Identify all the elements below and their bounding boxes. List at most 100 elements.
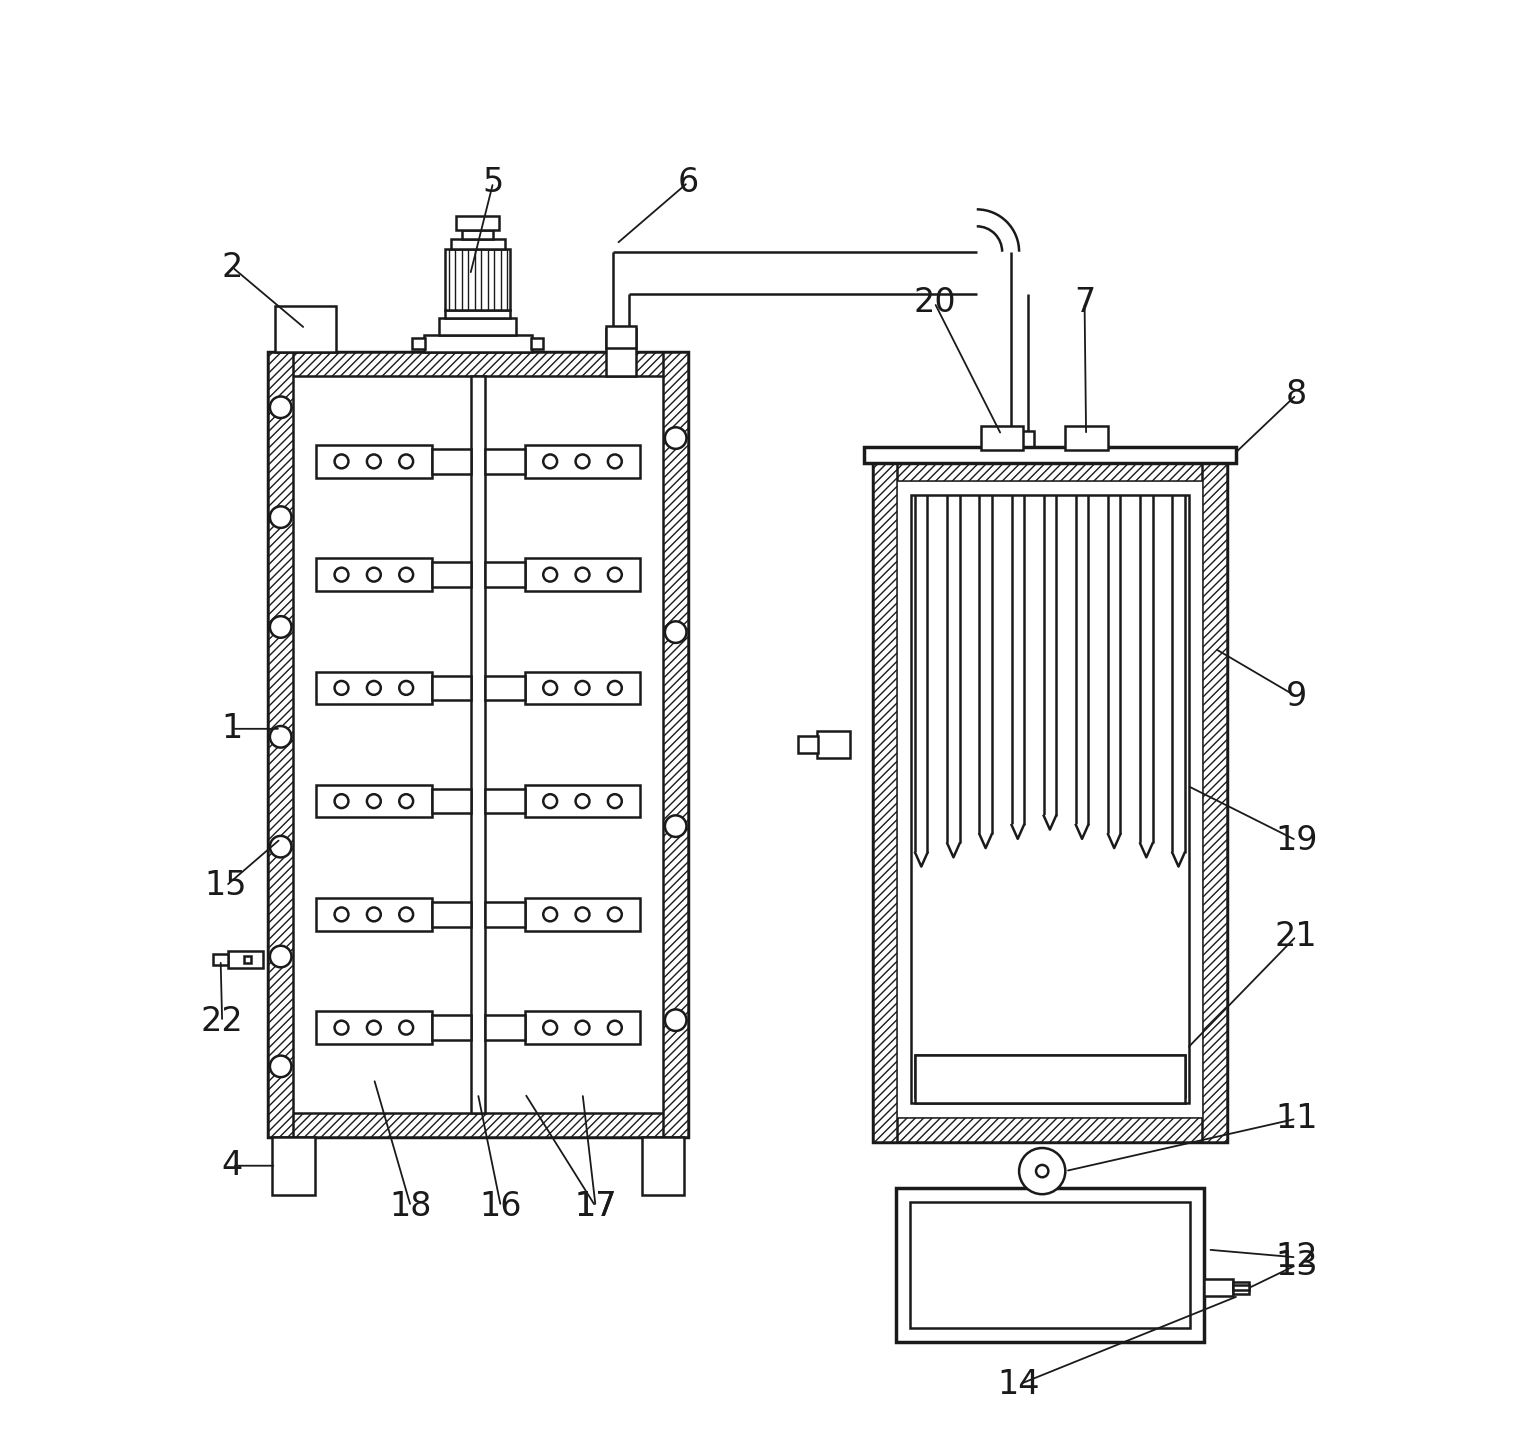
Bar — [462, 230, 493, 239]
Bar — [873, 1117, 1226, 1142]
Circle shape — [335, 1021, 349, 1035]
Polygon shape — [916, 853, 928, 866]
Text: 4: 4 — [222, 1149, 243, 1182]
Circle shape — [367, 454, 381, 469]
Polygon shape — [1108, 834, 1121, 847]
Circle shape — [576, 1021, 589, 1035]
Bar — [485, 562, 525, 587]
Bar — [446, 310, 510, 317]
Circle shape — [269, 396, 291, 418]
Bar — [525, 446, 640, 478]
Bar — [525, 559, 640, 591]
Bar — [798, 735, 818, 753]
Text: 16: 16 — [479, 1190, 522, 1223]
Bar — [446, 249, 510, 310]
Bar — [228, 951, 263, 968]
Bar — [663, 352, 687, 1137]
Circle shape — [335, 454, 349, 469]
Bar — [485, 448, 525, 473]
Bar — [873, 457, 1226, 1142]
Text: 17: 17 — [574, 1190, 617, 1223]
Bar — [1202, 457, 1226, 1142]
Circle shape — [335, 794, 349, 808]
Circle shape — [576, 568, 589, 581]
Bar — [606, 329, 637, 377]
Bar — [531, 338, 544, 349]
Bar — [315, 671, 432, 705]
Circle shape — [269, 1056, 291, 1077]
Circle shape — [576, 454, 589, 469]
Polygon shape — [948, 843, 960, 858]
Bar — [1232, 1281, 1249, 1293]
Circle shape — [269, 507, 291, 529]
Bar — [424, 335, 531, 352]
Circle shape — [608, 568, 622, 581]
Bar — [897, 480, 1202, 1117]
Bar — [432, 562, 472, 587]
Text: 21: 21 — [1275, 920, 1318, 952]
Bar — [916, 1054, 1185, 1104]
Bar — [439, 317, 516, 335]
Circle shape — [335, 568, 349, 581]
Text: 9: 9 — [1286, 680, 1307, 713]
Bar — [450, 239, 505, 249]
Text: 19: 19 — [1275, 824, 1318, 856]
Circle shape — [269, 727, 291, 747]
Text: 12: 12 — [1275, 1241, 1318, 1274]
Circle shape — [335, 681, 349, 695]
Circle shape — [664, 622, 686, 644]
Bar — [268, 352, 292, 1137]
Circle shape — [1036, 1165, 1049, 1178]
Bar — [525, 671, 640, 705]
Bar — [873, 457, 897, 1142]
Text: 11: 11 — [1275, 1102, 1318, 1136]
Bar — [1232, 1286, 1249, 1290]
Text: 7: 7 — [1073, 285, 1095, 319]
Bar — [213, 954, 228, 965]
Bar — [268, 352, 687, 1137]
Polygon shape — [1141, 843, 1153, 858]
Bar — [243, 955, 251, 964]
Circle shape — [400, 794, 413, 808]
Bar — [911, 495, 1188, 1104]
Bar — [315, 559, 432, 591]
Bar — [432, 448, 472, 473]
Bar — [268, 352, 687, 377]
Circle shape — [400, 1021, 413, 1035]
Bar — [432, 789, 472, 814]
Circle shape — [544, 568, 557, 581]
Bar — [818, 731, 850, 759]
Bar — [274, 306, 337, 352]
Text: 13: 13 — [1275, 1249, 1318, 1281]
Circle shape — [269, 616, 291, 638]
Circle shape — [544, 794, 557, 808]
Bar — [606, 326, 635, 348]
Circle shape — [608, 1021, 622, 1035]
Text: 8: 8 — [1286, 379, 1307, 412]
Bar — [432, 1015, 472, 1040]
Circle shape — [608, 681, 622, 695]
Bar — [896, 1188, 1203, 1342]
Bar — [980, 425, 1023, 450]
Bar — [273, 1137, 314, 1195]
Circle shape — [608, 794, 622, 808]
Bar — [525, 1012, 640, 1044]
Circle shape — [544, 454, 557, 469]
Polygon shape — [1012, 826, 1024, 839]
Circle shape — [664, 1009, 686, 1031]
Text: 22: 22 — [201, 1005, 243, 1038]
Bar — [432, 676, 472, 700]
Circle shape — [269, 836, 291, 858]
Text: 1: 1 — [222, 712, 243, 745]
Bar — [485, 676, 525, 700]
Text: 15: 15 — [205, 869, 246, 903]
Bar — [1066, 425, 1107, 450]
Circle shape — [576, 794, 589, 808]
Circle shape — [367, 681, 381, 695]
Circle shape — [664, 815, 686, 837]
Circle shape — [664, 427, 686, 448]
Circle shape — [367, 794, 381, 808]
Bar — [315, 446, 432, 478]
Polygon shape — [1044, 815, 1056, 830]
Circle shape — [544, 681, 557, 695]
